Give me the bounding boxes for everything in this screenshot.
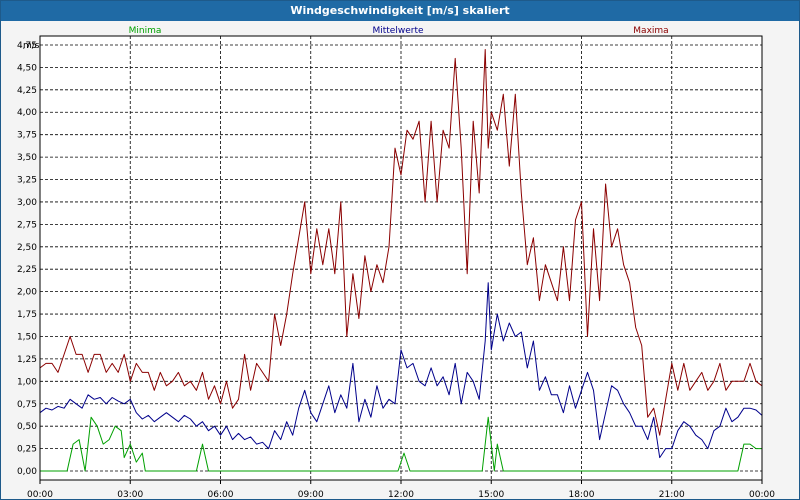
x-tick-time: 12:00 (388, 490, 414, 500)
y-tick-label: 0,50 (17, 422, 37, 432)
y-tick-label: 4,50 (17, 63, 37, 73)
y-tick-label: 0,00 (17, 467, 37, 477)
x-tick-time: 03:00 (117, 490, 143, 500)
y-tick-label: 2,00 (17, 288, 37, 298)
x-tick-time: 18:00 (569, 490, 595, 500)
y-tick-label: 1,75 (17, 310, 37, 320)
y-tick-label: 1,00 (17, 377, 37, 387)
y-tick-label: 3,25 (17, 176, 37, 186)
legend: Minima Mittelwerte Maxima (129, 26, 669, 36)
y-tick-label: 1,50 (17, 332, 37, 342)
y-tick-label: 0,25 (17, 445, 37, 455)
legend-minima: Minima (129, 26, 162, 36)
series-minima-line (40, 416, 762, 472)
y-axis-label: m/s (23, 41, 40, 51)
y-tick-label: 3,50 (17, 153, 37, 163)
y-tick-label: 3,00 (17, 198, 37, 208)
y-tick-label: 3,75 (17, 131, 37, 141)
plot-border (39, 35, 763, 481)
y-tick-label: 2,25 (17, 265, 37, 275)
y-tick-label: 1,25 (17, 355, 37, 365)
legend-mittelwerte: Mittelwerte (372, 26, 423, 36)
x-tick-time: 00:00 (27, 490, 53, 500)
legend-maxima: Maxima (633, 26, 668, 36)
y-axis: 0,00 0,25 0,50 0,75 1,00 1,25 1,50 1,75 2,00 2,25… (17, 41, 37, 477)
y-tick-label: 4,00 (17, 108, 37, 118)
series-layer (39, 49, 763, 472)
x-tick-time: 09:00 (298, 490, 324, 500)
chart-canvas: Minima Mittelwerte Maxima m/s 0,000,250,… (17, 26, 775, 500)
x-tick-time: 21:00 (659, 490, 685, 500)
y-tick-label: 0,75 (17, 400, 37, 410)
window-title: Windgeschwindigkeit [m/s] skaliert (1, 1, 799, 21)
y-tick-label: 4,25 (17, 86, 37, 96)
x-axis: 00:0022.04.2403:0022.04.2406:0022.04.240… (27, 480, 775, 500)
series-mittelwerte-line (39, 282, 763, 459)
y-tick-label: 2,50 (17, 243, 37, 253)
x-tick-time: 15:00 (478, 490, 504, 500)
y-tick-label: 4,75 (17, 41, 37, 51)
series-maxima-line (39, 49, 763, 436)
x-tick-time: 06:00 (208, 490, 234, 500)
y-tick-label: 2,75 (17, 220, 37, 230)
x-tick-time: 00:00 (749, 490, 775, 500)
